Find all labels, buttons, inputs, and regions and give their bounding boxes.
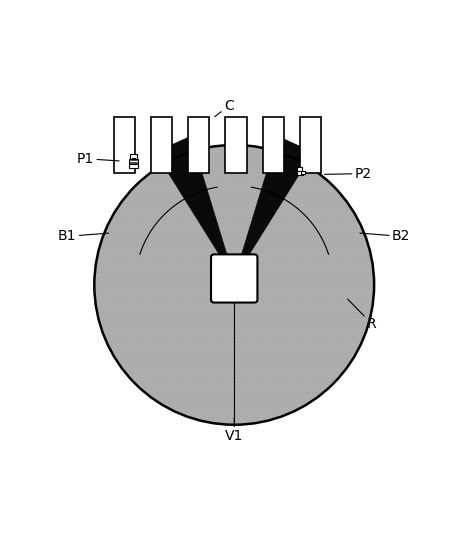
Bar <box>151 117 172 173</box>
Bar <box>297 171 303 175</box>
Text: B1: B1 <box>58 229 108 243</box>
Text: C: C <box>215 99 234 117</box>
Bar <box>262 117 284 173</box>
Bar <box>130 154 137 159</box>
Bar <box>132 158 135 160</box>
Text: P1: P1 <box>77 151 119 166</box>
Bar <box>300 117 321 173</box>
Bar <box>301 171 305 174</box>
Text: R: R <box>347 299 377 331</box>
Bar <box>129 165 138 168</box>
Bar <box>297 167 303 171</box>
Text: V1: V1 <box>225 418 244 444</box>
Text: P2: P2 <box>324 167 372 181</box>
Bar <box>114 117 135 173</box>
FancyBboxPatch shape <box>211 254 257 302</box>
Bar <box>188 117 209 173</box>
Polygon shape <box>155 136 234 279</box>
Polygon shape <box>234 136 313 279</box>
Text: B2: B2 <box>360 229 410 243</box>
Bar <box>129 159 138 165</box>
Bar <box>225 117 247 173</box>
Circle shape <box>94 145 374 425</box>
